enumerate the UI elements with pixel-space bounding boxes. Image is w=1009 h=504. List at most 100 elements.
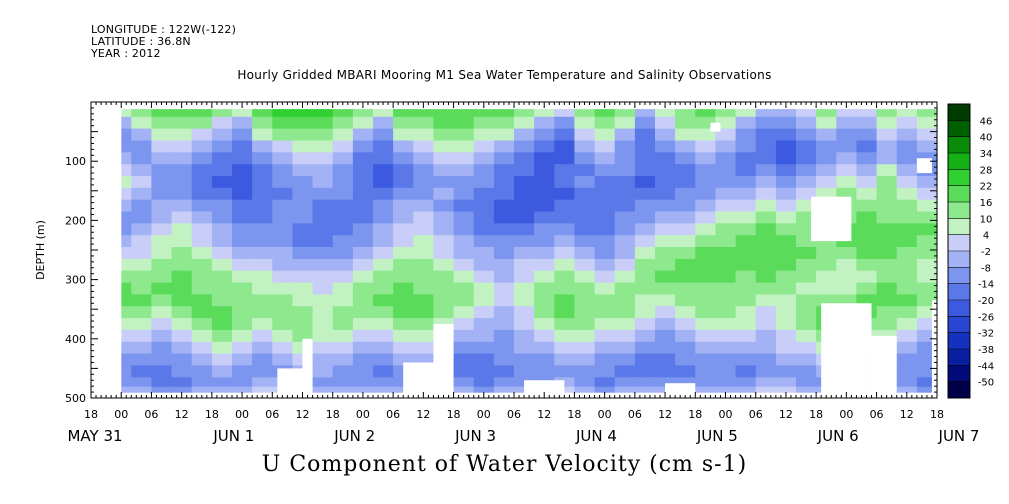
heatmap-cell (574, 128, 596, 141)
heatmap-cell (393, 329, 414, 343)
heatmap-cell (191, 318, 213, 331)
heatmap-cell (554, 128, 575, 141)
heatmap-cell (433, 152, 455, 165)
heatmap-cell (121, 377, 132, 388)
heatmap-cell (775, 341, 797, 355)
heatmap-cell (916, 386, 938, 393)
heatmap-cell (554, 247, 575, 260)
heatmap-cell (232, 294, 253, 307)
y-tick-label: 400 (65, 333, 86, 346)
heatmap-cell (413, 329, 434, 343)
heatmap-cell (735, 235, 757, 248)
no-data-region (277, 368, 303, 398)
heatmap-cell (775, 270, 797, 284)
heatmap-cell (534, 294, 555, 307)
colorbar-tick-label: 40 (980, 133, 993, 144)
heatmap-cell (614, 176, 636, 189)
heatmap-cell (352, 187, 374, 201)
heatmap-cell (453, 109, 475, 118)
heatmap-cell (554, 187, 575, 201)
heatmap-cell (816, 247, 837, 260)
heatmap-cell (836, 258, 857, 272)
heatmap-cell (534, 211, 555, 224)
heatmap-cell (775, 187, 797, 201)
heatmap-cell (171, 187, 193, 201)
heatmap-cell (916, 235, 938, 248)
heatmap-cell (413, 258, 434, 272)
colorbar-swatch (948, 218, 970, 236)
heatmap-cell (332, 341, 354, 355)
heatmap-cell (352, 353, 374, 366)
heatmap-cell (514, 140, 535, 153)
heatmap-cell (131, 341, 152, 355)
heatmap-cell (151, 223, 173, 236)
heatmap-cell (554, 109, 575, 118)
heatmap-cell (171, 116, 193, 130)
heatmap-cell (896, 152, 918, 165)
heatmap-cell (352, 258, 374, 272)
heatmap-cell (453, 152, 475, 165)
heatmap-cell (554, 294, 575, 307)
heatmap-cell (574, 211, 596, 224)
heatmap-cell (473, 318, 495, 331)
heatmap-cell (735, 329, 757, 343)
heatmap-cell (574, 109, 596, 118)
heatmap-cell (292, 318, 314, 331)
colorbar-tick-label: -14 (978, 280, 994, 291)
heatmap-cell (594, 211, 616, 224)
heatmap-cell (916, 282, 938, 295)
heatmap-cell (514, 199, 535, 213)
heatmap-cell (473, 294, 495, 307)
heatmap-cell (695, 294, 716, 307)
heatmap-cell (393, 211, 414, 224)
heatmap-cell (232, 164, 253, 177)
heatmap-cell (675, 365, 696, 378)
heatmap-cell (856, 128, 878, 141)
heatmap-cell (433, 211, 455, 224)
heatmap-cell (594, 329, 616, 343)
colorbar-swatch (948, 349, 970, 366)
heatmap-cell (272, 270, 293, 284)
heatmap-cell (272, 294, 293, 307)
heatmap-cell (594, 152, 616, 165)
heatmap-cell (554, 223, 575, 236)
heatmap-cell (554, 199, 575, 213)
heatmap-cell (272, 247, 293, 260)
heatmap-cell (393, 199, 414, 213)
colorbar-swatch (948, 267, 970, 285)
heatmap-cell (433, 199, 455, 213)
heatmap-cell (453, 164, 475, 177)
heatmap-cell (534, 341, 555, 355)
heatmap-cell (675, 187, 696, 201)
heatmap-cell (453, 386, 475, 393)
heatmap-cell (232, 247, 253, 260)
heatmap-cell (796, 377, 817, 388)
heatmap-cell (252, 176, 273, 189)
heatmap-cell (916, 176, 938, 189)
heatmap-cell (816, 282, 837, 295)
colorbar-tick-label: -38 (978, 345, 994, 356)
heatmap-cell (191, 306, 213, 319)
heatmap-cell (876, 211, 898, 224)
heatmap-cell (715, 365, 737, 378)
heatmap-cell (191, 152, 213, 165)
heatmap-cell (735, 211, 757, 224)
heatmap-cell (413, 152, 434, 165)
heatmap-cell (211, 140, 233, 153)
heatmap-cell (191, 109, 213, 118)
heatmap-cell (121, 282, 132, 295)
heatmap-cell (232, 353, 253, 366)
heatmap-cell (393, 235, 414, 248)
heatmap-cell (675, 140, 696, 153)
heatmap-cell (796, 116, 817, 130)
heatmap-cell (393, 128, 414, 141)
heatmap-cell (614, 211, 636, 224)
heatmap-cell (352, 282, 374, 295)
heatmap-cell (413, 282, 434, 295)
heatmap-cell (312, 270, 334, 284)
heatmap-cell (373, 306, 394, 319)
heatmap-cell (373, 199, 394, 213)
year-label: YEAR : 2012 (91, 47, 161, 60)
heatmap-cell (695, 152, 716, 165)
heatmap-cell (534, 152, 555, 165)
